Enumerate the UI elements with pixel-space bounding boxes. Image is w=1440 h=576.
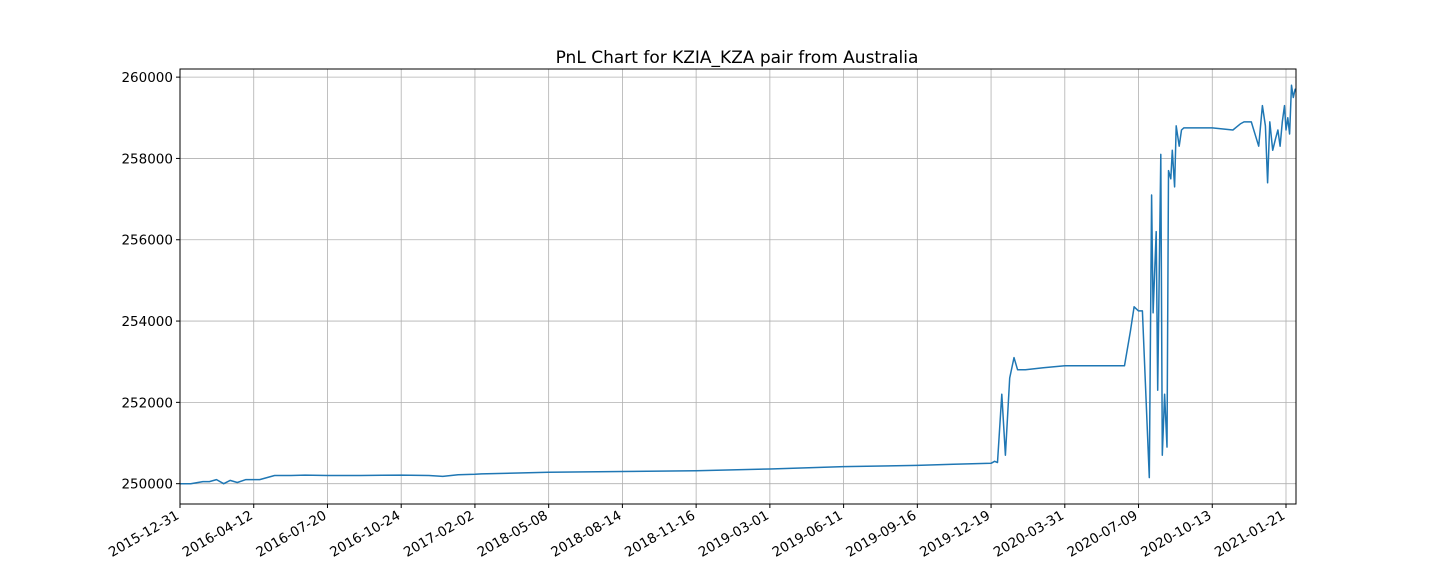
plot-frame bbox=[179, 68, 1297, 505]
y-tick-label: 252000 bbox=[121, 395, 173, 411]
y-tick-label: 250000 bbox=[121, 477, 173, 493]
pnl-series-line bbox=[180, 84, 1296, 485]
series-layer bbox=[180, 84, 1296, 485]
chart-title: PnL Chart for KZIA_KZA pair from Austral… bbox=[556, 48, 919, 68]
grid-lines bbox=[179, 69, 1296, 504]
y-axis: 250000 252000 254000 256000 258000 260000 bbox=[121, 70, 180, 493]
y-tick-label: 258000 bbox=[121, 151, 173, 167]
y-tick-label: 256000 bbox=[121, 233, 173, 249]
y-tick-label: 260000 bbox=[121, 70, 173, 86]
y-tick-label: 254000 bbox=[121, 314, 173, 330]
